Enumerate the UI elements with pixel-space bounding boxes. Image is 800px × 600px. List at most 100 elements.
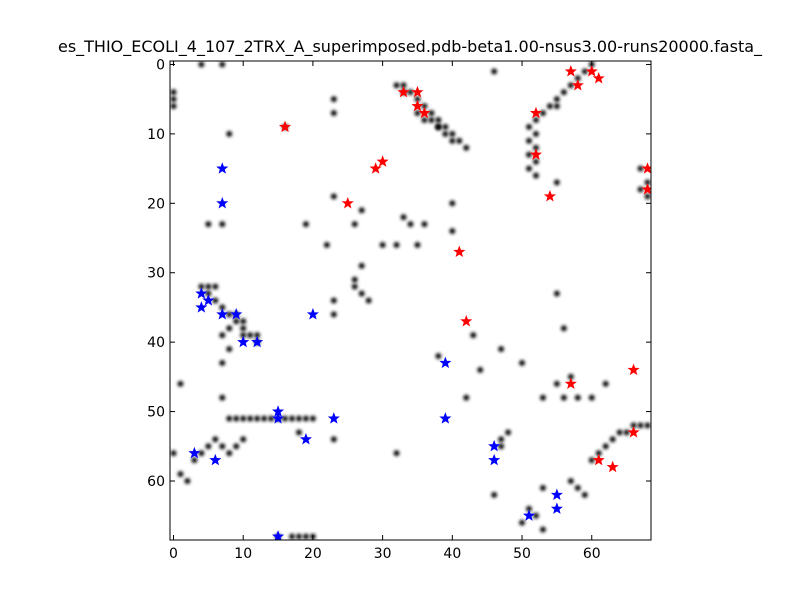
heatmap-cell	[205, 283, 212, 290]
heatmap-cell	[602, 380, 609, 387]
heatmap-cell	[247, 332, 254, 339]
heatmap-cell	[421, 103, 428, 110]
heatmap-cell	[219, 61, 226, 68]
heatmap-cell	[226, 325, 233, 332]
heatmap-cell	[526, 137, 532, 144]
y-axis: 0 10 20 30 40 50 60	[147, 57, 651, 490]
heatmap-cell	[540, 485, 546, 491]
y-tick-label: 10	[147, 127, 165, 143]
heatmap-cell	[540, 526, 546, 533]
red-star-marker	[369, 162, 382, 174]
heatmap-cell	[205, 221, 212, 228]
y-tick-label: 60	[147, 474, 165, 490]
heatmap-cell	[567, 373, 574, 380]
heatmap-cell	[526, 165, 532, 172]
red-star-marker	[641, 183, 651, 195]
heatmap-cell	[358, 207, 365, 214]
heatmap-cell	[498, 443, 505, 450]
heatmap-cell	[449, 228, 456, 235]
heatmap-cell	[449, 137, 456, 144]
heatmap-cell	[519, 519, 525, 526]
heatmap-cell	[428, 110, 435, 116]
heatmap-cell	[616, 429, 623, 436]
red-star-marker	[564, 65, 577, 77]
heatmap-cell	[219, 443, 226, 450]
red-star-marker	[592, 72, 605, 84]
heatmap-cell	[442, 130, 449, 137]
y-tick-label: 30	[147, 266, 165, 282]
heatmap-cell	[233, 443, 240, 450]
heatmap-cell	[491, 68, 498, 75]
heatmap-cell	[553, 179, 560, 186]
heatmap-cell	[526, 124, 532, 130]
x-tick-label: 40	[443, 546, 461, 562]
heatmap-cell	[588, 457, 595, 464]
heatmap-cell	[581, 68, 588, 75]
red-star-marker	[453, 245, 466, 258]
heatmap-cell	[212, 436, 219, 443]
blue-star-marker	[216, 196, 229, 209]
heatmap-cell	[330, 193, 337, 200]
heatmap-cell	[602, 443, 609, 450]
heatmap-cell	[595, 450, 602, 457]
blue-star-marker	[272, 530, 285, 540]
heatmap-cell	[226, 130, 233, 137]
heatmap-cell	[205, 290, 212, 297]
red-star-marker	[460, 314, 473, 327]
heatmap-cell	[309, 415, 316, 422]
heatmap-cell	[219, 394, 226, 401]
heatmap-cell	[254, 332, 261, 339]
heatmap-cell	[198, 283, 205, 290]
x-tick-label: 60	[583, 546, 601, 562]
heatmap-cell	[540, 110, 546, 116]
x-tick-label: 0	[169, 546, 178, 562]
heatmap-cell	[268, 415, 275, 422]
heatmap-cell	[533, 512, 539, 519]
heatmap-cell	[170, 450, 177, 457]
heatmap-cell	[442, 124, 449, 130]
heatmap-cell	[644, 422, 651, 429]
heatmap-cell	[574, 485, 581, 491]
heatmap-cell	[240, 436, 247, 443]
heatmap-cell	[567, 478, 574, 484]
heatmap-cell	[351, 276, 358, 283]
heatmap-cell	[435, 117, 442, 123]
heatmap-cell	[226, 450, 233, 457]
blue-star-marker	[439, 412, 452, 424]
y-tick-label: 50	[147, 405, 165, 421]
heatmap-cell	[191, 457, 198, 464]
heatmap-cell	[351, 283, 358, 290]
red-star-marker	[376, 155, 389, 167]
heatmap-cell	[303, 221, 309, 228]
heatmap-cell	[421, 221, 428, 228]
chart-title: es_THIO_ECOLI_4_107_2TRX_A_superimposed.…	[58, 37, 763, 57]
blue-star-marker	[202, 294, 215, 306]
heatmap-cell	[219, 304, 226, 311]
blue-star-marker	[327, 412, 340, 424]
heatmap-cell	[393, 242, 400, 248]
blue-star-marker	[216, 308, 229, 320]
heatmap-cell	[358, 290, 365, 297]
heatmap-cell	[303, 533, 309, 540]
heatmap-cell	[379, 242, 386, 248]
heatmap-cell	[282, 415, 288, 422]
heatmap-cell	[560, 325, 567, 332]
heatmap-cell	[491, 491, 498, 498]
blue-star-marker	[230, 308, 243, 320]
heatmap-cell	[414, 96, 421, 103]
heatmap-cell	[233, 318, 240, 325]
red-star-marker	[564, 377, 577, 389]
blue-star-marker	[488, 439, 501, 452]
blue-star-marker	[550, 488, 563, 501]
heatmap-cell	[623, 429, 630, 436]
heatmap-cell	[407, 221, 414, 228]
heatmap-cell	[414, 110, 421, 116]
heatmap-cell	[205, 443, 212, 450]
blue-star-marker	[237, 335, 250, 348]
red-star-marker	[627, 426, 640, 438]
heatmap-cell	[240, 325, 247, 332]
heatmap-layer	[170, 61, 651, 540]
heatmap-cell	[644, 193, 651, 200]
red-star-marker	[529, 148, 543, 160]
